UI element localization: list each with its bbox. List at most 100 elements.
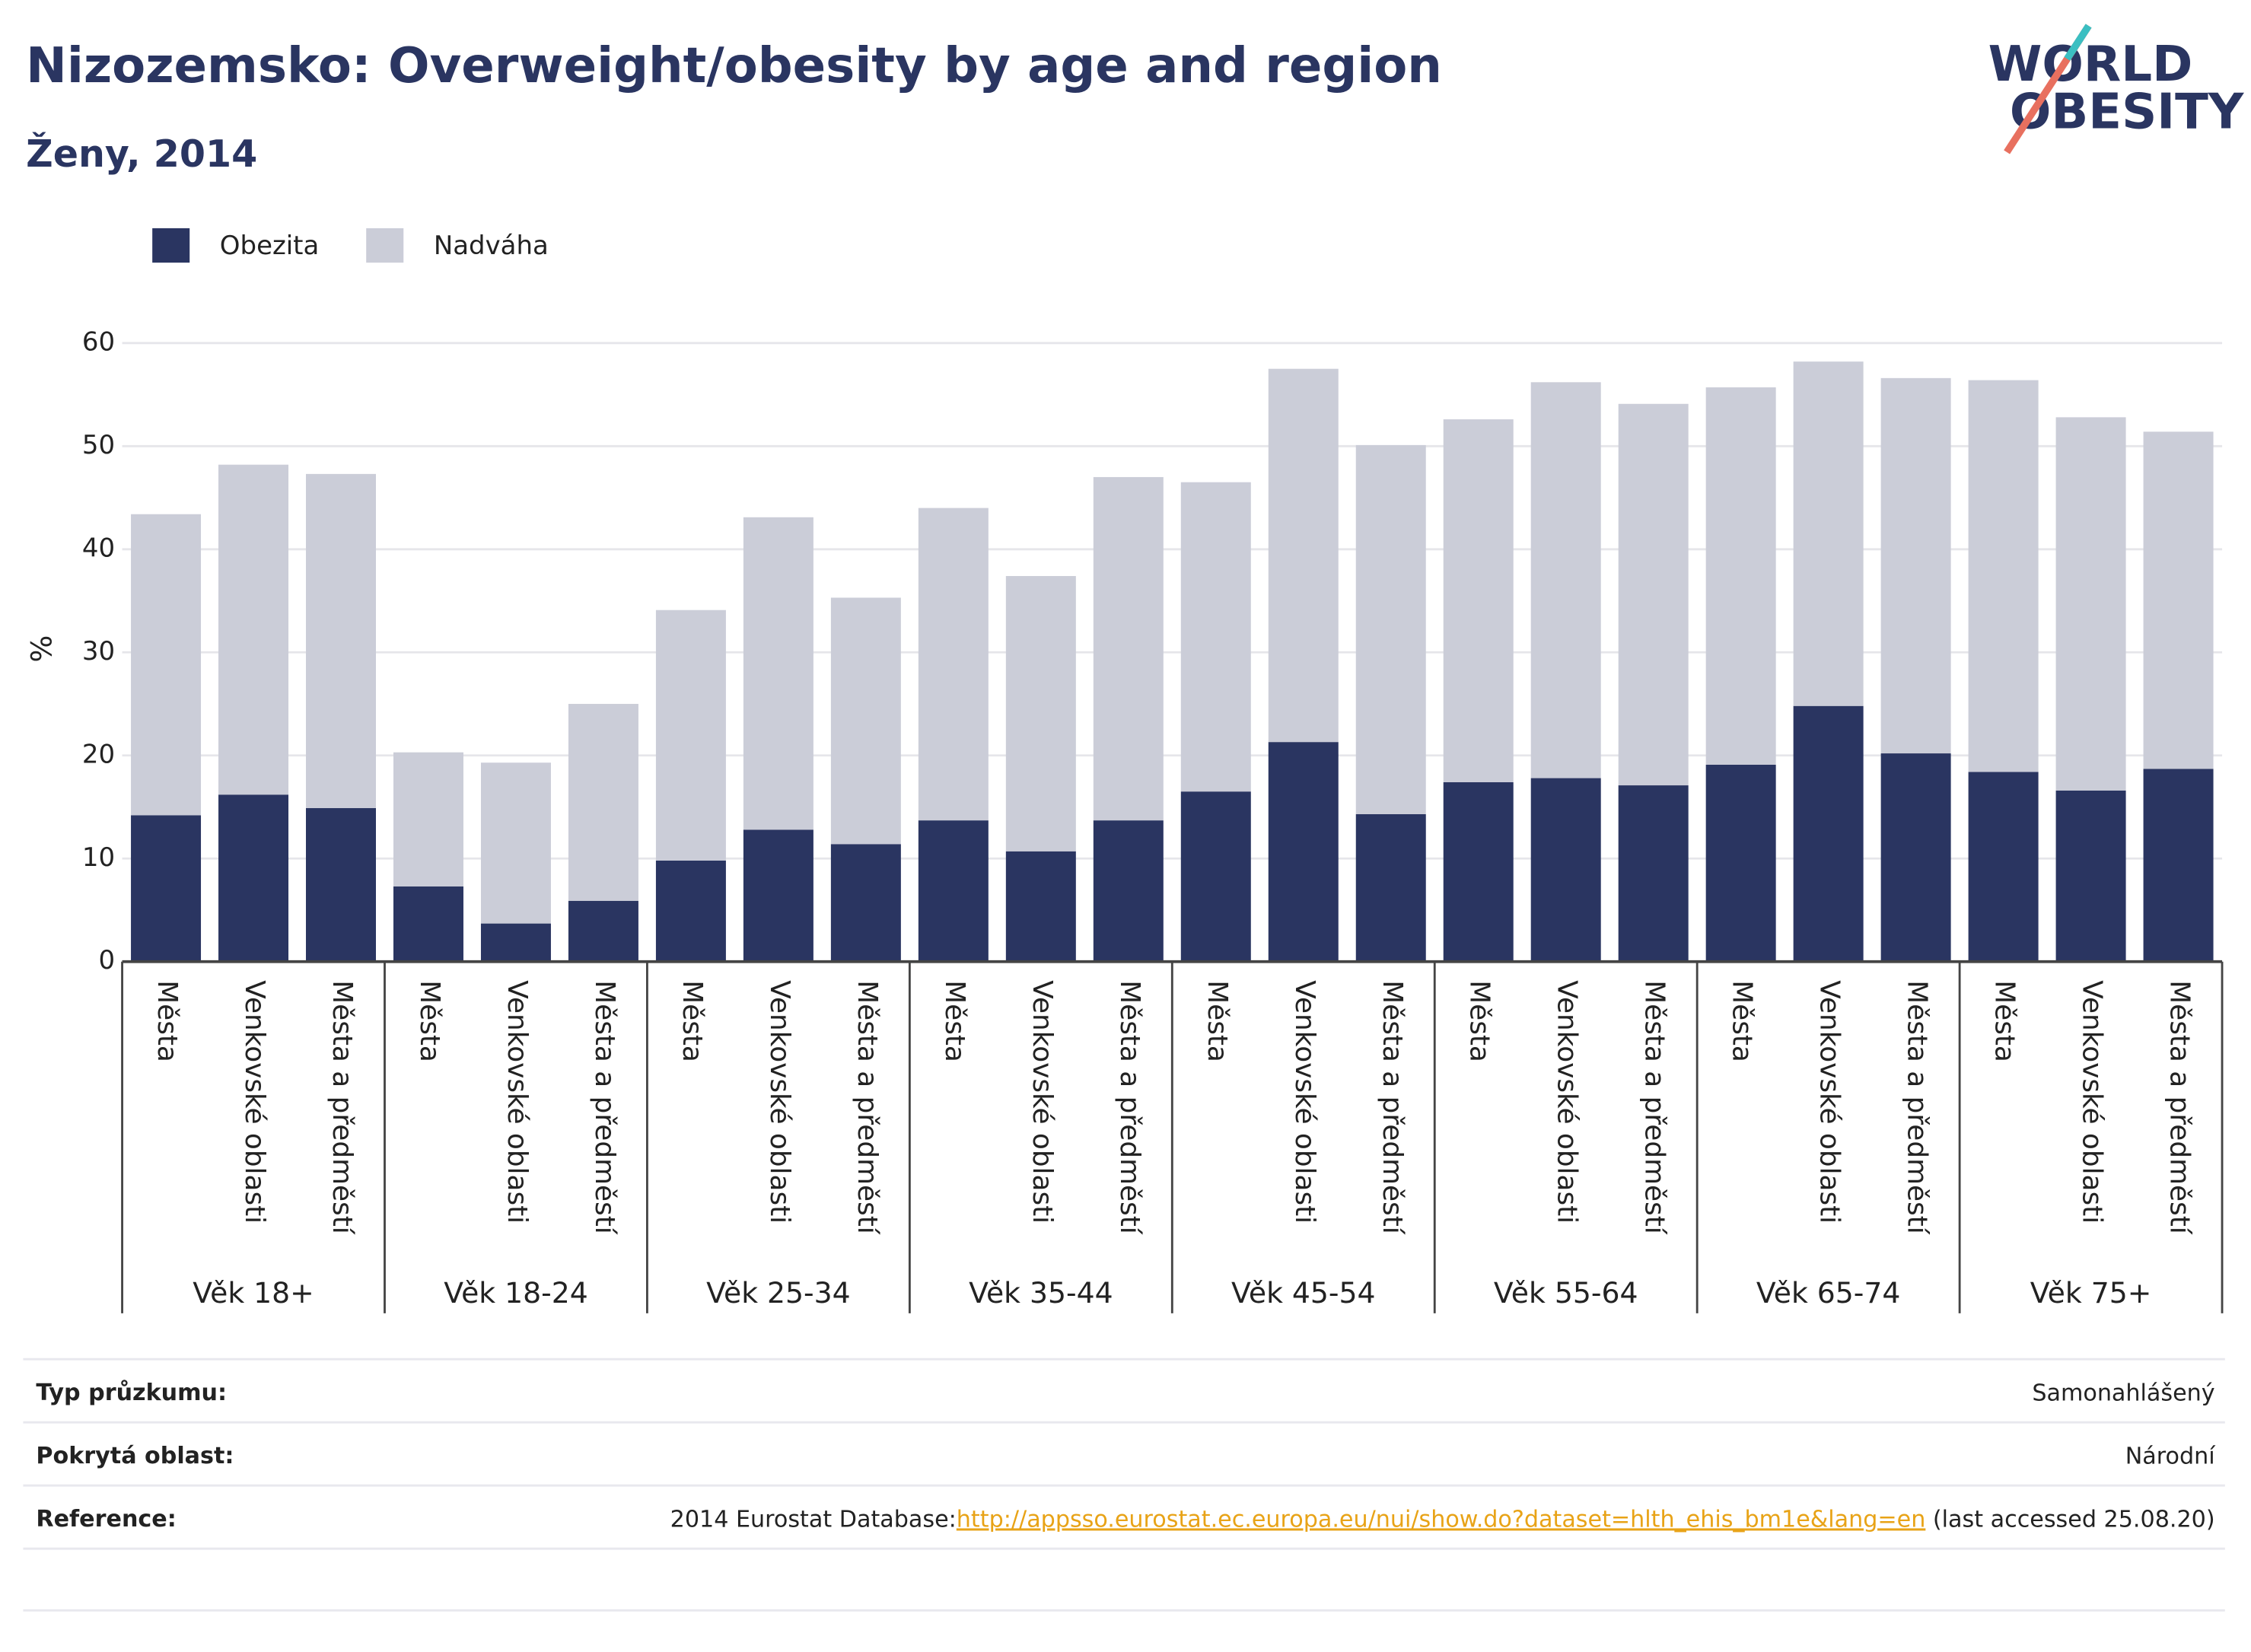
x-tick-label: Města a předměstí	[1114, 980, 1145, 1234]
bar-segment	[1180, 791, 1251, 962]
x-tick-label: Města a předměstí	[1639, 980, 1670, 1234]
bar-segment	[2055, 417, 2126, 791]
bar-segment	[1968, 380, 2039, 772]
bar-segment	[480, 923, 551, 962]
y-tick-label: 60	[82, 326, 115, 357]
x-tick-label: Města a předměstí	[852, 980, 883, 1234]
y-tick-label: 10	[82, 842, 115, 873]
bar-segment	[2055, 790, 2126, 962]
bar-segment	[1530, 778, 1601, 962]
reference-link[interactable]: http://appsso.eurostat.ec.europa.eu/nui/…	[957, 1506, 1926, 1533]
bar-segment	[1443, 781, 1514, 962]
y-axis-label: %	[24, 635, 58, 663]
x-tick-label: Města	[677, 980, 708, 1062]
bar-segment	[2143, 431, 2214, 769]
bar-segment	[568, 900, 638, 962]
bar-segment	[2143, 769, 2214, 962]
group-label: Věk 18+	[193, 1276, 314, 1310]
x-tick-label: Města a předměstí	[326, 980, 358, 1234]
y-tick-label: 0	[99, 945, 116, 976]
x-tick-label: Venkovské oblasti	[2077, 980, 2108, 1224]
x-tick-label: Venkovské oblasti	[1814, 980, 1845, 1224]
x-tick-label: Města	[939, 980, 970, 1062]
group-label: Věk 25-34	[706, 1276, 851, 1310]
row-label: Pokrytá oblast:	[36, 1443, 234, 1469]
logo-text: WORLD	[1988, 36, 2193, 93]
y-tick-label: 40	[82, 533, 115, 563]
bar-segment	[1793, 705, 1864, 962]
x-tick-label: Venkovské oblasti	[1027, 980, 1058, 1224]
y-tick-label: 20	[82, 739, 115, 769]
bar-segment	[1618, 785, 1689, 962]
row-value-text: 2014 Eurostat Database:	[670, 1506, 957, 1533]
bar-segment	[393, 886, 463, 962]
x-tick-label: Města a předměstí	[2164, 980, 2195, 1234]
x-tick-label: Města	[1727, 980, 1758, 1062]
bar-segment	[1005, 576, 1076, 851]
row-value-text: Národní	[2125, 1443, 2216, 1469]
legend-label: Obezita	[220, 231, 319, 261]
chart-title: Nizozemsko: Overweight/obesity by age an…	[26, 37, 1442, 94]
logo-slash	[2064, 24, 2092, 61]
bar-segment	[918, 508, 989, 821]
bar-segment	[1005, 851, 1076, 962]
bar-segment	[1880, 377, 1951, 754]
bar-segment	[1180, 482, 1251, 792]
bar-segment	[306, 807, 376, 962]
x-tick-label: Města	[1464, 980, 1495, 1062]
x-tick-label: Města	[414, 980, 445, 1062]
group-label: Věk 55-64	[1494, 1276, 1638, 1310]
bar-segment	[1530, 382, 1601, 778]
bar-segment	[1268, 368, 1339, 743]
bar-segment	[218, 464, 289, 795]
bar-segment	[131, 815, 202, 962]
bar-segment	[743, 829, 813, 962]
row-value: 2014 Eurostat Database:http://appsso.eur…	[670, 1506, 2215, 1533]
row-value: Národní	[2125, 1443, 2216, 1469]
bar-segment	[218, 794, 289, 962]
x-tick-label: Města	[1989, 980, 2020, 1062]
x-tick-label: Města a předměstí	[1902, 980, 1933, 1234]
bar-segment	[1793, 361, 1864, 706]
row-value: Samonahlášený	[2032, 1380, 2214, 1406]
bar-segment	[743, 517, 813, 830]
group-label: Věk 18-24	[444, 1276, 588, 1310]
bar-segment	[655, 610, 726, 861]
legend-swatch	[366, 228, 404, 263]
bar-segment	[1268, 742, 1339, 962]
row-label: Reference:	[36, 1506, 176, 1533]
x-tick-label: Venkovské oblasti	[239, 980, 270, 1224]
group-label: Věk 35-44	[969, 1276, 1113, 1310]
x-tick-label: Města	[151, 980, 183, 1062]
row-value-text: (last accessed 25.08.20)	[1925, 1506, 2214, 1533]
y-tick-label: 30	[82, 636, 115, 667]
group-label: Věk 65-74	[1756, 1276, 1901, 1310]
group-label: Věk 75+	[2030, 1276, 2152, 1310]
y-tick-label: 50	[82, 430, 115, 460]
bar-segment	[1355, 813, 1426, 962]
bar-segment	[1443, 419, 1514, 782]
legend-swatch	[152, 228, 190, 263]
bar-segment	[393, 752, 463, 886]
bar-segment	[568, 704, 638, 901]
row-label: Typ průzkumu:	[36, 1379, 227, 1406]
bar-segment	[1093, 820, 1164, 962]
group-label: Věk 45-54	[1231, 1276, 1376, 1310]
bar-segment	[655, 860, 726, 962]
x-tick-label: Venkovské oblasti	[764, 980, 795, 1224]
bar-segment	[306, 473, 376, 808]
bar-segment	[1705, 387, 1776, 765]
bar-segment	[1093, 476, 1164, 821]
bar-segment	[830, 844, 901, 962]
x-tick-label: Města a předměstí	[589, 980, 620, 1234]
bar-segment	[1968, 772, 2039, 962]
x-tick-label: Města	[1202, 980, 1233, 1062]
bar-segment	[1355, 444, 1426, 814]
bar-segment	[1705, 764, 1776, 962]
bar-segment	[1618, 403, 1689, 786]
bar-segment	[1880, 753, 1951, 962]
row-value-text: Samonahlášený	[2032, 1380, 2214, 1406]
legend-label: Nadváha	[434, 231, 549, 261]
x-tick-label: Venkovské oblasti	[1552, 980, 1583, 1224]
